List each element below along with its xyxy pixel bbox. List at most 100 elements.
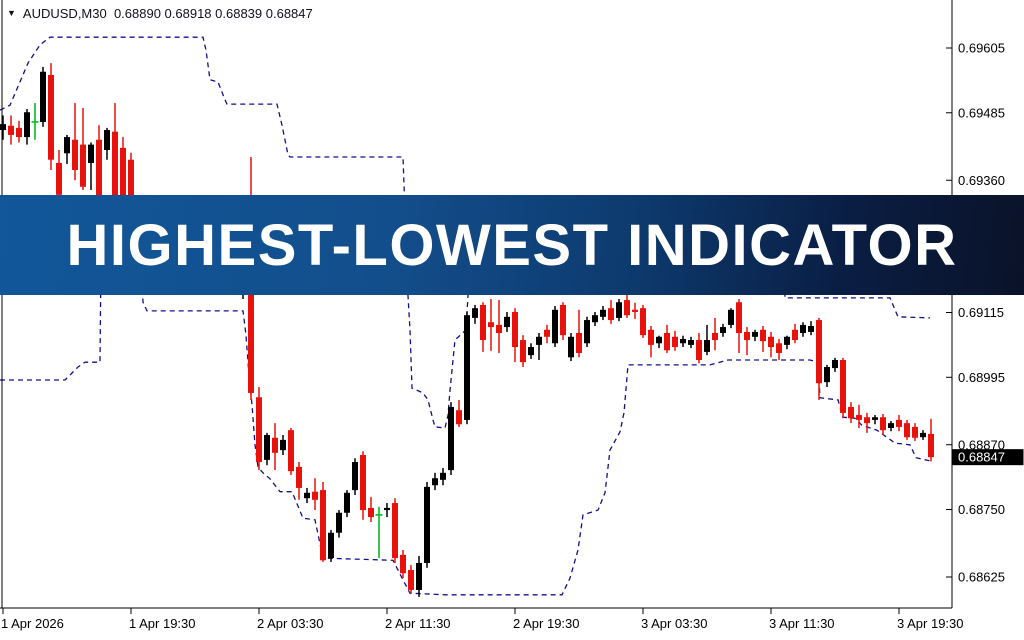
bull-candle-body <box>592 315 598 323</box>
bull-candle-body <box>504 316 510 328</box>
bear-candle-body <box>736 302 742 334</box>
bear-candle-body <box>664 333 670 351</box>
bear-candle-body <box>400 554 406 574</box>
bear-candle-body <box>576 333 582 353</box>
bull-candle-body <box>440 472 446 480</box>
bear-candle-body <box>80 144 86 187</box>
bear-candle-body <box>904 423 910 438</box>
price-tick-label: 0.68870 <box>958 437 1005 452</box>
bull-candle-body <box>464 315 470 420</box>
bear-candle-body <box>496 324 502 334</box>
bear-candle-body <box>16 127 22 138</box>
bull-candle-body <box>416 562 422 590</box>
bull-candle-body <box>328 532 334 559</box>
bull-candle-body <box>528 347 534 356</box>
bull-candle-body <box>264 435 270 460</box>
bull-candle-body <box>728 309 734 325</box>
bull-candle-body <box>88 144 94 163</box>
bull-candle-body <box>352 462 358 491</box>
bull-candle-body <box>64 137 70 154</box>
bear-candle-body <box>312 491 318 500</box>
bear-candle-body <box>696 340 702 361</box>
bear-candle-body <box>320 490 326 561</box>
bull-candle-body <box>472 308 478 318</box>
bull-candle-body <box>920 432 926 438</box>
bear-candle-body <box>408 569 414 590</box>
bear-candle-body <box>792 329 798 341</box>
bull-candle-body <box>832 360 838 369</box>
price-tick-label: 0.69605 <box>958 41 1005 56</box>
bear-candle-body <box>880 417 886 431</box>
bear-candle-body <box>712 333 718 341</box>
current-price-badge-bg <box>952 449 1024 466</box>
bear-candle-body <box>368 507 374 518</box>
indicator-banner: HIGHEST-LOWEST INDICATOR <box>0 195 1024 295</box>
bear-candle-body <box>72 139 78 170</box>
bear-candle-body <box>544 329 550 337</box>
bear-candle-body <box>56 162 62 195</box>
current-price-badge-text: 0.68847 <box>958 450 1005 465</box>
bear-candle-body <box>520 340 526 363</box>
bull-candle-body <box>552 309 558 344</box>
symbol-readout: ▼ AUDUSD,M30 0.68890 0.68918 0.68839 0.6… <box>7 6 313 21</box>
time-tick-label: 3 Apr 03:30 <box>641 616 708 631</box>
bear-candle-body <box>96 139 102 201</box>
time-tick-label: 1 Apr 19:30 <box>129 616 196 631</box>
time-tick-label: 2 Apr 11:30 <box>385 616 451 631</box>
bull-candle-body <box>824 367 830 383</box>
bull-candle-body <box>888 423 894 429</box>
bear-candle-body <box>296 466 302 488</box>
bull-candle-body <box>568 336 574 358</box>
bull-candle-body <box>280 439 286 451</box>
bull-candle-body <box>752 331 758 337</box>
bear-candle-body <box>288 430 294 472</box>
bear-candle-body <box>608 308 614 321</box>
bear-candle-body <box>928 433 934 458</box>
bear-candle-body <box>272 437 278 453</box>
bear-candle-body <box>360 455 366 511</box>
bear-candle-body <box>128 159 134 230</box>
bear-candle-body <box>896 419 902 427</box>
bull-candle-body <box>616 302 622 318</box>
bull-candle-body <box>304 492 310 499</box>
bull-candle-body <box>536 336 542 345</box>
bear-candle-body <box>48 74 54 160</box>
bull-candle-body <box>688 340 694 345</box>
bear-candle-body <box>112 131 118 201</box>
price-axis: 0.69605 0.69485 0.69360 0.69115 0.68995 0.688… <box>946 41 1005 585</box>
bear-candle-body <box>776 343 782 353</box>
candles-layer <box>0 63 934 597</box>
price-tick-label: 0.68995 <box>958 370 1005 385</box>
bull-candle-body <box>40 71 46 122</box>
bear-candle-body <box>816 320 822 384</box>
bull-candle-body <box>24 112 30 138</box>
bear-candle-body <box>624 300 630 316</box>
bull-candle-body <box>384 507 390 511</box>
bull-candle-body <box>336 512 342 533</box>
bear-candle-body <box>392 503 398 559</box>
bear-candle-body <box>840 360 846 413</box>
bull-candle-body <box>584 320 590 344</box>
bear-candle-body <box>8 125 14 135</box>
bear-candle-body <box>480 304 486 341</box>
bear-candle-body <box>848 406 854 419</box>
lowest-line <box>0 254 931 596</box>
price-tick-label: 0.69115 <box>958 305 1004 320</box>
bear-candle-body <box>768 336 774 348</box>
bear-candle-body <box>760 329 766 342</box>
chevron-down-icon[interactable]: ▼ <box>7 8 16 18</box>
bull-candle-body <box>600 309 606 317</box>
bear-candle-body <box>856 415 862 420</box>
axes-layer <box>0 0 953 609</box>
bull-candle-body <box>680 338 686 344</box>
bull-candle-body <box>344 492 350 513</box>
time-tick-label: 3 Apr 19:30 <box>897 616 964 631</box>
bull-candle-body <box>784 336 790 345</box>
bear-candle-body <box>256 397 262 463</box>
bear-candle-body <box>248 285 254 393</box>
time-tick-label: 1 Apr 2026 <box>1 616 64 631</box>
symbol-ohlc-text: AUDUSD,M30 0.68890 0.68918 0.68839 0.688… <box>22 6 313 21</box>
time-axis: 1 Apr 2026 1 Apr 19:30 2 Apr 03:30 2 Apr 11… <box>1 608 964 631</box>
